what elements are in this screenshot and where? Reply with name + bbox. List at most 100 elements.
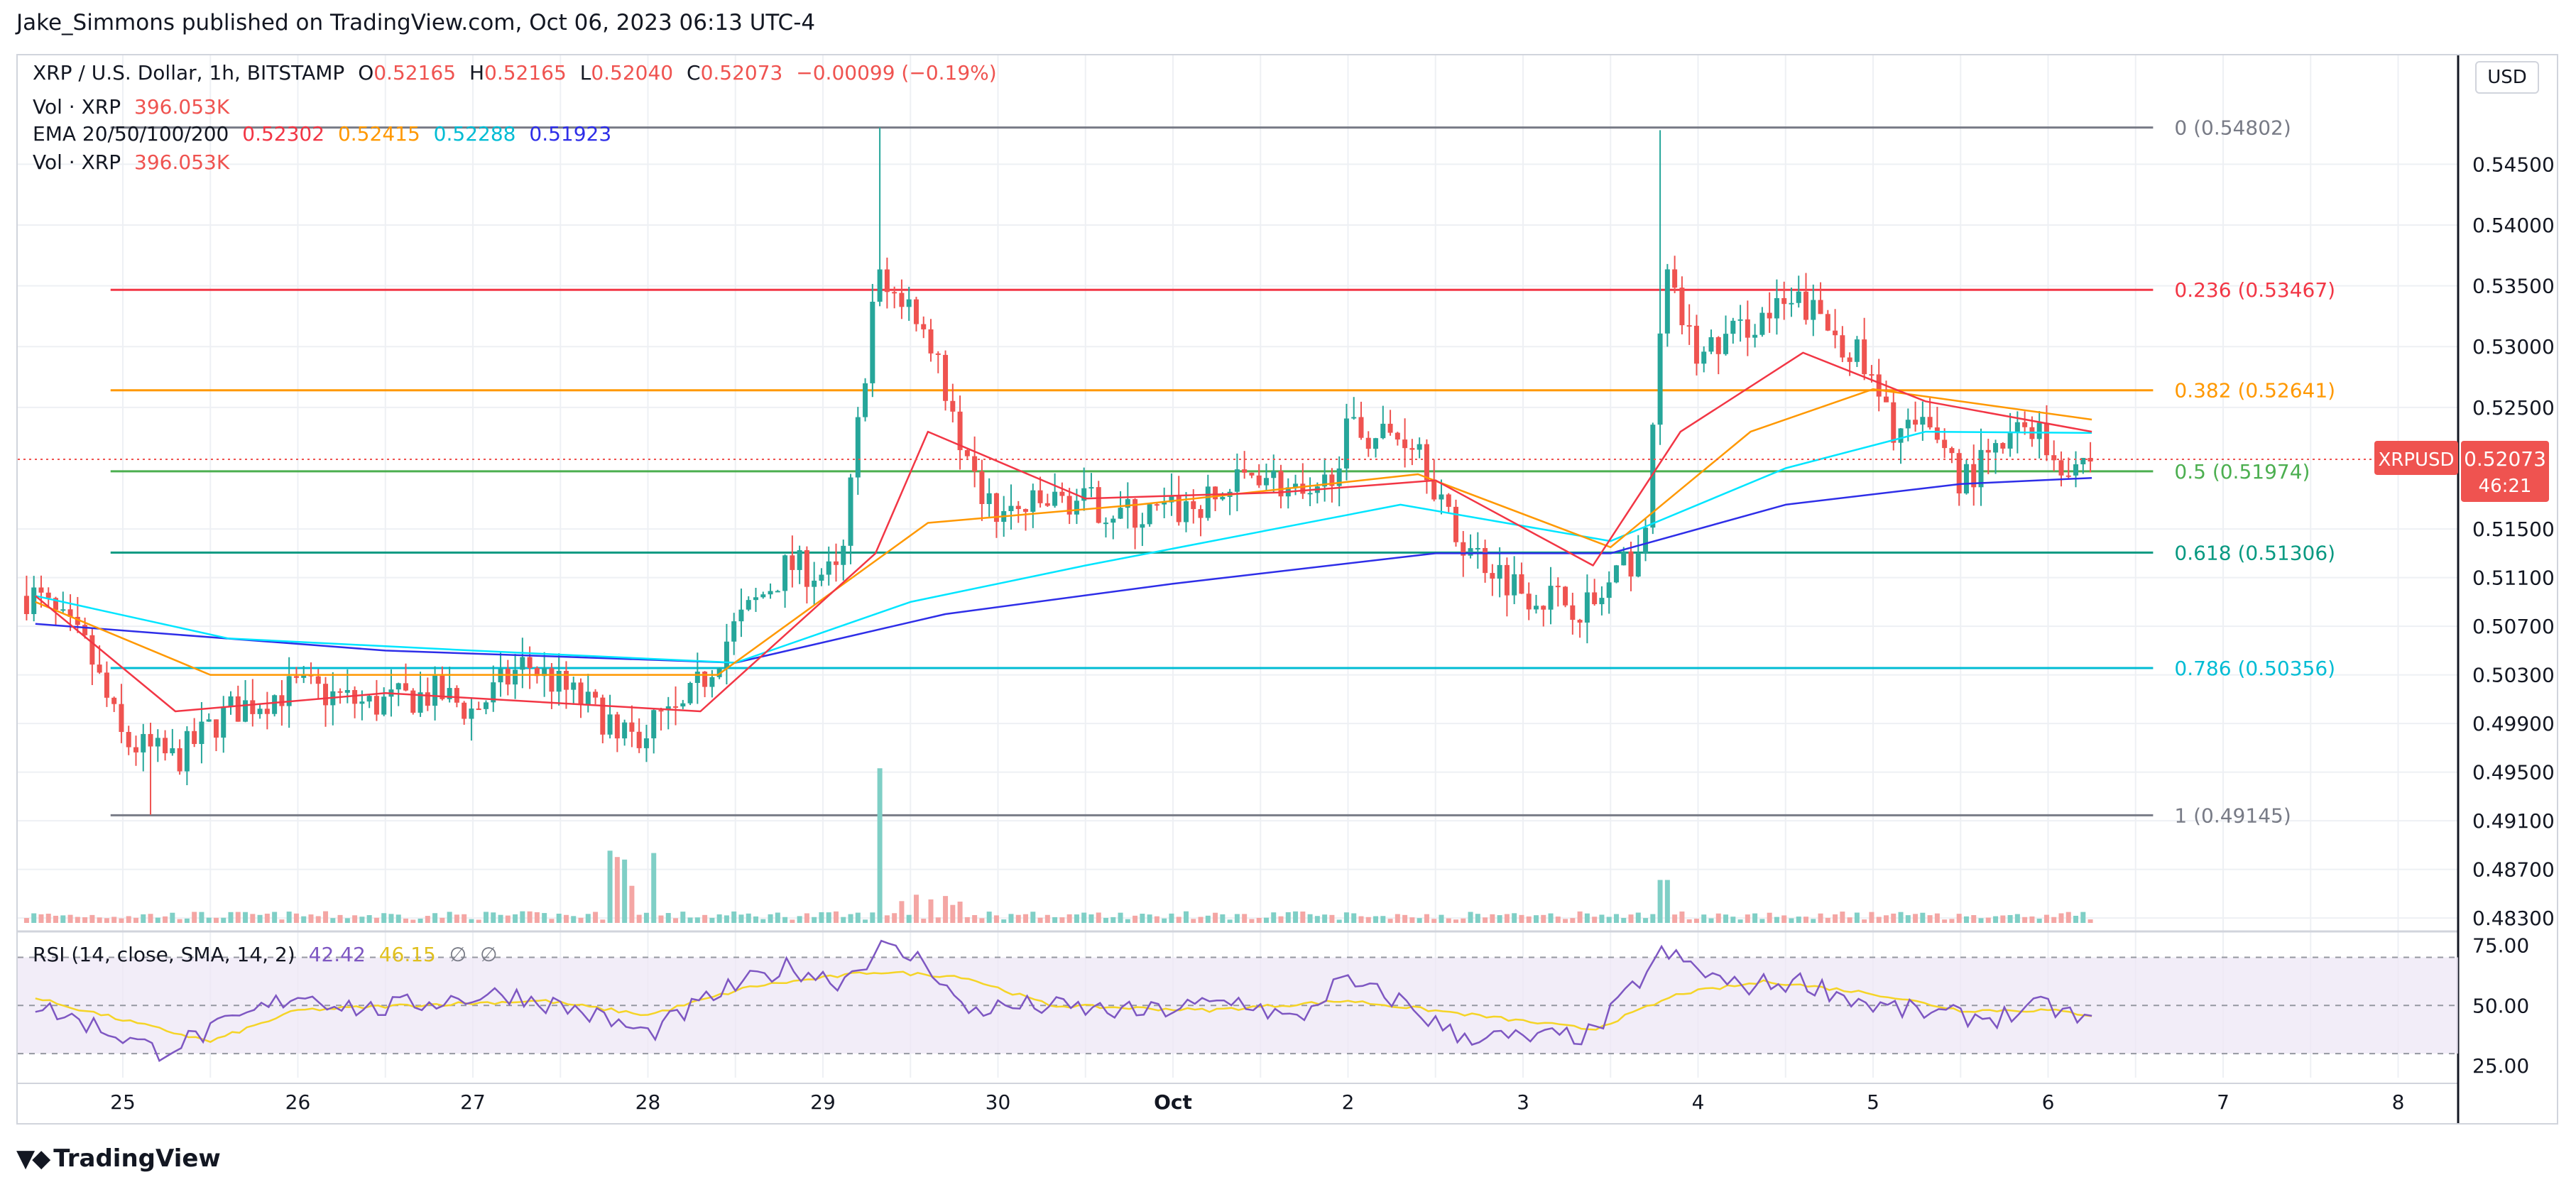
volume-bar [1395, 914, 1400, 923]
candle-body [1329, 474, 1335, 486]
rsi-legend[interactable]: RSI (14, close, SMA, 14, 2) 42.42 46.15 … [33, 943, 504, 966]
candle-body [1657, 333, 1663, 425]
candle-body [1147, 504, 1152, 525]
volume-bar [665, 913, 671, 923]
price-tick-label: 0.49500 [2472, 761, 2555, 784]
candle-body [1796, 291, 1801, 303]
candle-body [913, 299, 919, 324]
price-tick-label: 0.54500 [2472, 153, 2555, 176]
volume-value: 396.053K [134, 95, 230, 119]
volume-bar [1847, 917, 1852, 923]
ema-legend[interactable]: EMA 20/50/100/200 0.52302 0.52415 0.5228… [33, 122, 618, 146]
candle-body [2000, 443, 2006, 449]
candle-body [97, 664, 102, 673]
candle-body [23, 596, 29, 614]
candle-body [1577, 620, 1583, 623]
volume-bar [1154, 916, 1159, 923]
candle-body [53, 598, 59, 611]
volume-bar [53, 915, 59, 923]
candle-body [1052, 491, 1058, 506]
volume-bar [192, 912, 197, 923]
candle-body [1234, 469, 1240, 492]
volume-bar [1059, 917, 1065, 923]
candle-body [432, 675, 438, 706]
volume-bar [797, 916, 802, 923]
candle-body [148, 733, 153, 747]
volume-bar [1220, 914, 1226, 923]
volume-bar [1811, 919, 1816, 923]
volume-bar [440, 917, 445, 923]
candle-body [1767, 312, 1772, 319]
candle-body [826, 561, 831, 575]
volume-bar [913, 895, 919, 923]
volume-bar [870, 912, 875, 923]
volume-bar [1599, 914, 1605, 923]
candle-body [1803, 291, 1809, 320]
volume-bar [1672, 914, 1678, 923]
volume-bar [1767, 912, 1772, 923]
fib-level-label: 0.382 (0.52641) [2174, 379, 2335, 403]
candle-body [1096, 487, 1101, 523]
symbol-legend[interactable]: XRP / U.S. Dollar, 1h, BITSTAMP O0.52165… [33, 61, 1004, 84]
volume-bar [206, 917, 212, 923]
volume-bar [1169, 913, 1174, 923]
candle-body [964, 450, 970, 456]
volume-bar [250, 914, 256, 923]
candle-body [315, 676, 321, 684]
volume-bar [1803, 917, 1809, 923]
price-tag-bg [2461, 440, 2549, 502]
candle-body [1220, 496, 1226, 500]
volume-bar [323, 911, 329, 923]
volume-bar [432, 913, 438, 923]
volume-bar [1752, 913, 1758, 923]
volume-bar [366, 915, 372, 923]
candle-body [2007, 432, 2013, 449]
candle-body [1213, 486, 1218, 500]
time-tick-label: 26 [285, 1090, 311, 1114]
candle-body [986, 493, 992, 504]
fib-level-label: 0 (0.54802) [2174, 116, 2291, 140]
volume-label-2: Vol · XRP [33, 151, 121, 174]
ohlc-high: H0.52165 [469, 61, 567, 84]
volume-legend-2[interactable]: Vol · XRP 396.053K [33, 151, 236, 174]
candle-body [1365, 437, 1371, 449]
volume-bar [1023, 914, 1029, 923]
volume-bar [1015, 914, 1021, 923]
rsi-band-background [18, 956, 2458, 1055]
volume-bar [651, 853, 657, 923]
candle-body [877, 269, 883, 302]
volume-bar [483, 912, 489, 923]
price-tick-label: 0.50300 [2472, 664, 2555, 687]
rsi-sma-line [35, 970, 2092, 1044]
volume-bar [1927, 915, 1933, 923]
tradingview-logo[interactable]: ▼◆ TradingView [16, 1144, 221, 1173]
time-tick-label: 29 [810, 1090, 836, 1114]
currency-button[interactable]: USD [2475, 61, 2539, 94]
candle-body [1963, 464, 1969, 494]
volume-bar [1468, 912, 1473, 923]
candle-body [738, 609, 744, 622]
volume-bar [1789, 918, 1794, 923]
volume-bar [1985, 917, 1991, 923]
ohlc-low: L0.52040 [579, 61, 674, 84]
candle-body [2087, 458, 2093, 462]
volume-bar [1285, 912, 1291, 923]
volume-bar [1723, 914, 1729, 923]
volume-bar [60, 915, 66, 923]
volume-bar [163, 916, 168, 923]
candle-body [155, 738, 160, 747]
rsi-extra-2: ∅ [480, 943, 498, 966]
volume-legend[interactable]: Vol · XRP 396.053K [33, 95, 236, 119]
chart-frame [16, 54, 2558, 1125]
volume-bar [2000, 915, 2006, 923]
candle-body [614, 714, 620, 739]
price-tick-label: 0.51100 [2472, 567, 2555, 590]
candle-body [206, 719, 212, 722]
volume-bar [1343, 912, 1349, 923]
candle-body [833, 561, 839, 565]
candle-body [1059, 491, 1065, 496]
candle-body [1628, 551, 1634, 577]
volume-bar [1577, 911, 1583, 923]
last-price-tag: XRPUSD 0.52073 46:21 [2374, 440, 2549, 502]
